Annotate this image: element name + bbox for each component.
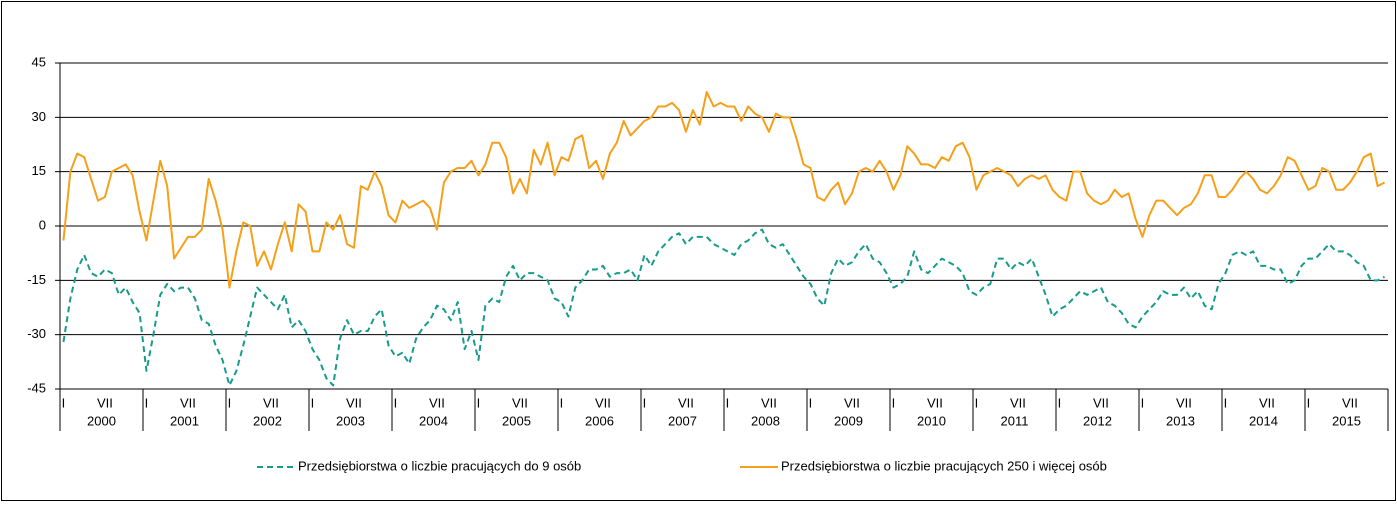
x-tick-label: VII [512, 395, 528, 410]
x-tick-label: VII [678, 395, 694, 410]
year-label: 2008 [751, 413, 780, 428]
x-tick-label: I [975, 395, 979, 410]
x-tick-label: I [311, 395, 315, 410]
legend-label: Przedsiębiorstwa o liczbie pracujących d… [298, 458, 581, 473]
x-tick-label: VII [180, 395, 196, 410]
x-tick-label: VII [761, 395, 777, 410]
year-label: 2011 [1001, 413, 1029, 428]
x-tick-label: I [809, 395, 813, 410]
x-tick-label: I [394, 395, 398, 410]
year-label: 2009 [834, 413, 863, 428]
y-tick-label: 30 [32, 109, 46, 124]
y-tick-label: 0 [39, 217, 46, 232]
x-tick-label: VII [429, 395, 445, 410]
x-tick-label: I [1307, 395, 1311, 410]
x-tick-label: VII [346, 395, 362, 410]
year-label: 2013 [1166, 413, 1195, 428]
year-label: 2002 [253, 413, 282, 428]
y-tick-label: 45 [32, 54, 46, 69]
y-tick-label: 15 [32, 163, 46, 178]
year-label: 2010 [917, 413, 946, 428]
x-tick-label: I [62, 395, 66, 410]
x-tick-label: VII [1176, 395, 1192, 410]
year-label: 2004 [419, 413, 448, 428]
year-label: 2001 [170, 413, 199, 428]
year-label: 2005 [502, 413, 531, 428]
y-tick-label: -45 [27, 380, 46, 395]
x-tick-label: I [1058, 395, 1062, 410]
x-tick-label: VII [595, 395, 611, 410]
x-tick-label: I [145, 395, 149, 410]
x-tick-label: I [726, 395, 730, 410]
x-tick-label: I [892, 395, 896, 410]
year-label: 2015 [1332, 413, 1361, 428]
x-tick-label: I [228, 395, 232, 410]
year-label: 2007 [668, 413, 697, 428]
year-label: 2000 [87, 413, 116, 428]
x-tick-label: VII [97, 395, 113, 410]
x-tick-label: I [477, 395, 481, 410]
x-tick-label: VII [1342, 395, 1358, 410]
year-label: 2003 [336, 413, 365, 428]
x-tick-label: VII [927, 395, 943, 410]
year-label: 2012 [1083, 413, 1112, 428]
x-tick-label: VII [1010, 395, 1026, 410]
series-line [62, 90, 1386, 289]
x-tick-label: VII [844, 395, 860, 410]
y-tick-label: -30 [27, 326, 46, 341]
x-tick-label: I [643, 395, 647, 410]
y-tick-label: -15 [27, 272, 46, 287]
x-tick-label: VII [1259, 395, 1275, 410]
year-label: 2014 [1249, 413, 1278, 428]
x-tick-label: I [560, 395, 564, 410]
year-label: 2006 [585, 413, 614, 428]
legend-label: Przedsiębiorstwa o liczbie pracujących 2… [781, 458, 1107, 473]
series-line [62, 228, 1386, 387]
x-tick-label: I [1224, 395, 1228, 410]
x-tick-label: VII [263, 395, 279, 410]
x-tick-label: I [1141, 395, 1145, 410]
x-tick-label: VII [1093, 395, 1109, 410]
